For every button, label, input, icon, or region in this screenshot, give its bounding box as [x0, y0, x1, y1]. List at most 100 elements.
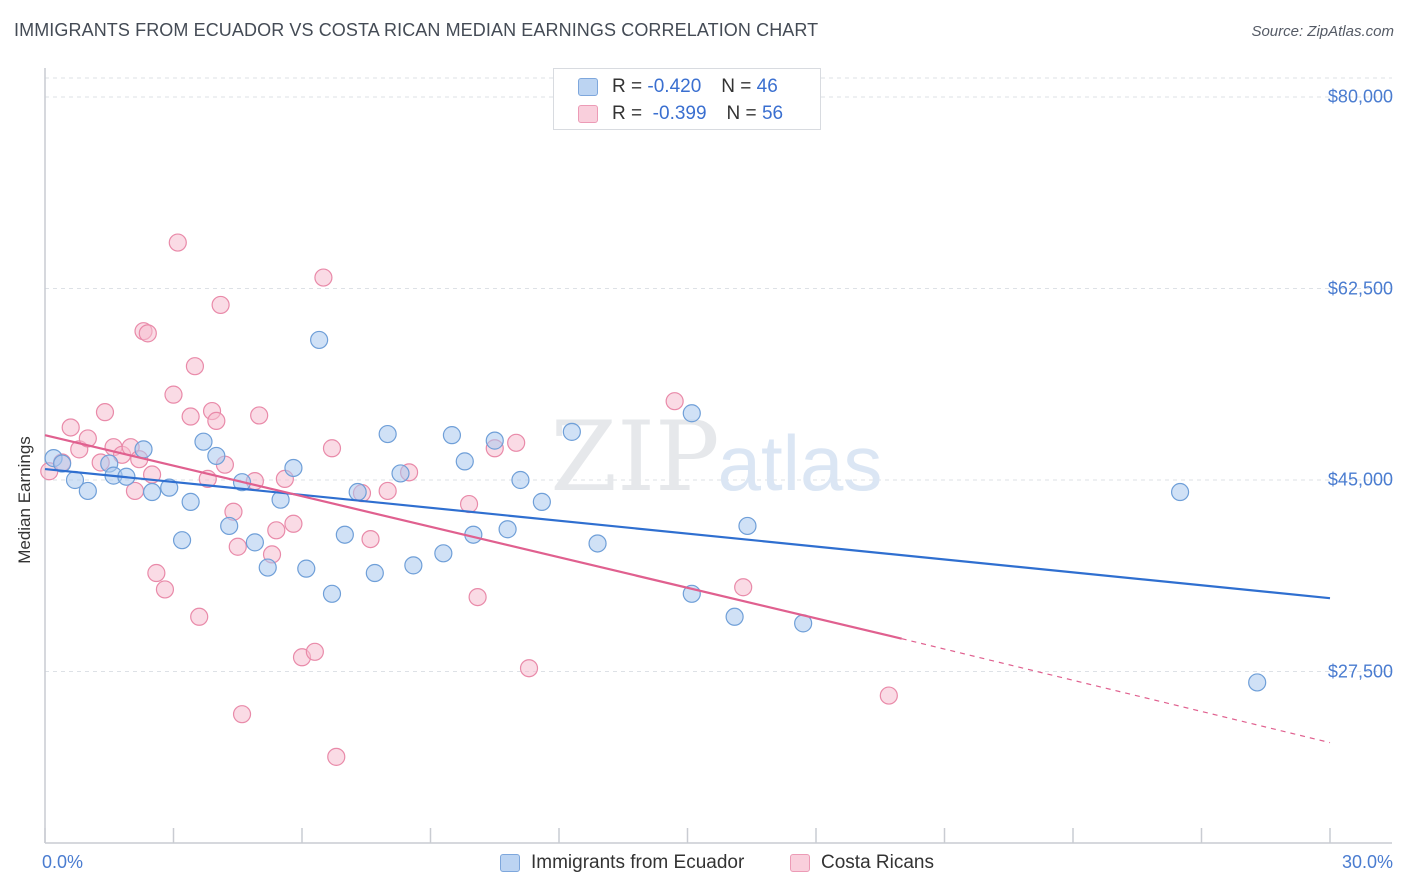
ecuador-point	[1170, 482, 1190, 502]
ecuador-point	[588, 534, 607, 553]
costa-ricans-point	[879, 686, 898, 705]
costa-ricans-point	[147, 563, 166, 583]
legend-swatch-blue	[500, 854, 520, 872]
legend-r-label: R =	[612, 103, 643, 124]
y-axis-label: Median Earnings	[15, 436, 34, 564]
ecuador-point	[455, 452, 474, 471]
costa-ricans-point	[322, 439, 342, 458]
costa-ricans-point	[468, 587, 487, 607]
x-tick-label-min: 0.0%	[42, 852, 84, 872]
ecuador-point	[404, 556, 423, 575]
legend-n-label: N =	[721, 76, 752, 97]
ecuador-point	[434, 544, 453, 563]
costa-ricans-point	[155, 580, 175, 599]
ecuador-point	[348, 482, 367, 502]
y-tick-label: $80,000	[1327, 86, 1393, 107]
ecuador-point	[160, 478, 179, 497]
y-tick-label: $62,500	[1327, 278, 1393, 298]
costa-ricans-point	[228, 537, 247, 556]
legend-item-ecuador[interactable]: Immigrants from Ecuador	[500, 852, 744, 874]
ecuador-point	[365, 563, 384, 583]
costa-ricans-point	[61, 418, 80, 437]
y-tick-label: $27,500	[1327, 661, 1393, 681]
costa-ricans-point	[284, 514, 303, 533]
ecuador-point	[682, 404, 701, 423]
costa-ricans-point	[211, 295, 230, 315]
costa-ricans-point	[190, 607, 209, 626]
costa-ricans-point	[267, 521, 286, 540]
legend-label-ecuador: Immigrants from Ecuador	[531, 852, 745, 873]
costa-ricans-point	[95, 403, 115, 422]
legend-r-label: R =	[612, 76, 643, 97]
legend-n-value: 46	[756, 76, 778, 97]
legend-r-value: -0.420	[647, 76, 702, 97]
series-legend: Immigrants from Ecuador Costa Ricans	[0, 852, 1406, 878]
legend-row-ecuador: R = -0.420 N = 46	[578, 75, 778, 99]
costa-ricans-point	[207, 411, 226, 431]
watermark-atlas: atlas	[718, 419, 883, 507]
ecuador-point	[142, 482, 162, 502]
ecuador-point	[725, 607, 744, 626]
legend-row-costa-ricans: R = -0.399 N = 56	[578, 102, 783, 126]
ecuador-trend-line	[44, 467, 1331, 600]
costa-ricans-point	[250, 406, 269, 425]
legend-item-costa-ricans[interactable]: Costa Ricans	[790, 852, 934, 874]
ecuador-point	[738, 516, 757, 536]
costa-ricans-point	[314, 268, 333, 287]
ecuador-point	[335, 525, 354, 544]
legend-label-costa-ricans: Costa Ricans	[821, 852, 934, 873]
ecuador-point	[1248, 673, 1267, 692]
grid-lines	[45, 77, 1392, 672]
source-label: Source: ZipAtlas.com	[1251, 23, 1394, 40]
costa-ricans-point	[665, 392, 684, 411]
trend-lines	[44, 434, 1331, 744]
ecuador-point	[310, 330, 329, 350]
costa-ricans-trend-extension	[901, 638, 1331, 744]
ecuador-point	[53, 454, 72, 473]
ecuador-point	[391, 464, 410, 483]
legend-swatch-pink	[790, 854, 810, 872]
ecuador-point	[245, 533, 264, 552]
chart-title: IMMIGRANTS FROM ECUADOR VS COSTA RICAN M…	[14, 20, 819, 40]
ecuador-point	[78, 481, 97, 501]
ecuador-point	[378, 424, 397, 444]
costa-ricans-trend-line	[44, 434, 902, 640]
legend-n-value: 56	[761, 103, 784, 124]
correlation-legend: R = -0.420 N = 46 R = -0.399 N = 56	[553, 68, 821, 130]
legend-swatch-pink	[578, 105, 598, 123]
costa-ricans-point	[305, 642, 324, 661]
ecuador-point	[207, 446, 226, 466]
costa-ricans-point	[519, 659, 539, 678]
legend-swatch-blue	[578, 78, 598, 96]
ecuador-point	[172, 531, 192, 550]
ecuador-point	[134, 440, 153, 459]
watermark: ZIP atlas	[550, 401, 882, 513]
ecuador-point	[194, 432, 213, 451]
ecuador-point	[532, 492, 551, 511]
ecuador-point	[181, 492, 200, 511]
costa-ricans-point	[185, 357, 205, 376]
ecuador-point	[220, 516, 239, 536]
costa-ricans-point	[232, 705, 252, 724]
costa-ricans-point	[78, 429, 97, 448]
ecuador-point	[297, 559, 316, 578]
ecuador-point	[562, 422, 581, 441]
costa-ricans-point	[327, 747, 346, 766]
ecuador-point	[498, 520, 517, 539]
x-tick-label-max: 30.0%	[1341, 852, 1393, 872]
ecuador-point	[322, 584, 342, 603]
y-tick-label: $45,000	[1327, 469, 1393, 490]
costa-ricans-point	[181, 407, 200, 426]
costa-ricans-point	[164, 385, 183, 404]
legend-r-value: -0.399	[652, 103, 707, 124]
ecuador-point	[284, 458, 303, 478]
costa-ricans-point	[138, 324, 157, 343]
costa-ricans-point	[507, 433, 526, 452]
costa-ricans-point	[361, 529, 380, 549]
ecuador-point	[258, 558, 277, 577]
ecuador-point	[485, 431, 504, 450]
costa-ricans-point	[168, 233, 187, 252]
ecuador-point	[442, 426, 462, 445]
legend-n-label: N =	[726, 103, 757, 124]
